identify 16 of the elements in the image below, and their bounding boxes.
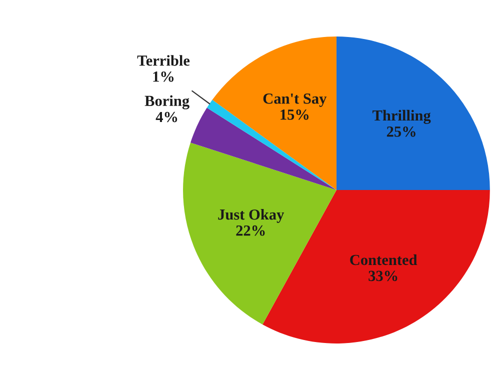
data-label: 15%: [280, 109, 309, 120]
data-label: 22%: [236, 225, 265, 236]
data-label: 4%: [156, 112, 178, 122]
data-label: 25%: [386, 126, 416, 137]
pie-slice: [212, 36, 336, 190]
slice-label: Thrilling: [372, 110, 431, 124]
slice-label: Can't Say: [263, 93, 327, 107]
slice-label: Boring: [144, 95, 190, 110]
slice-label: Just Okay: [218, 208, 284, 223]
slice-label: Terrible: [137, 55, 190, 66]
pie-slice: [336, 36, 490, 190]
data-label: 1%: [153, 71, 174, 82]
data-label: 33%: [368, 270, 398, 282]
slice-label: Contented: [350, 254, 418, 266]
pie-slice: [190, 108, 336, 190]
pie-slice: [183, 142, 336, 324]
